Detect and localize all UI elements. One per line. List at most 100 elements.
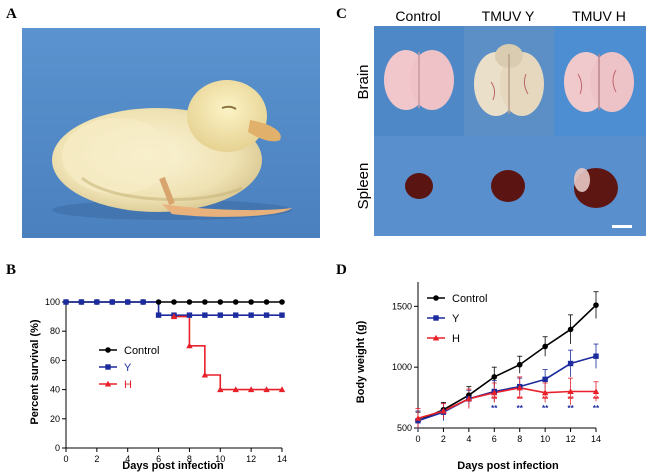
survival-point-h bbox=[232, 386, 239, 393]
body-weight-legend-marker-h bbox=[432, 334, 440, 341]
survival-point-y bbox=[63, 299, 69, 305]
survival-point-control bbox=[248, 299, 254, 305]
panel-letter-c: C bbox=[336, 6, 347, 22]
survival-point-y bbox=[140, 299, 146, 305]
survival-y-tick-label: 20 bbox=[50, 414, 60, 424]
survival-y-tick-label: 100 bbox=[45, 297, 60, 307]
significance-label: ** bbox=[491, 395, 498, 404]
body-weight-point-h bbox=[541, 389, 549, 396]
duckling-photo bbox=[22, 28, 320, 238]
body-weight-y-axis-label: Body weight (g) bbox=[355, 320, 367, 403]
survival-point-control bbox=[232, 299, 239, 305]
survival-y-axis-label: Percent survival (%) bbox=[29, 319, 41, 424]
body-weight-point-y bbox=[542, 376, 548, 383]
body-weight-x-tick-label: 6 bbox=[492, 434, 497, 444]
body-weight-y-tick-label: 500 bbox=[397, 423, 412, 433]
row-label-spleen: Spleen bbox=[355, 163, 372, 210]
survival-point-control bbox=[217, 299, 224, 305]
survival-y-tick-label: 40 bbox=[50, 385, 60, 395]
survival-point-y bbox=[94, 299, 100, 305]
significance-label: ** bbox=[567, 404, 574, 413]
survival-legend-label-y: Y bbox=[124, 362, 132, 374]
survival-point-y bbox=[217, 312, 223, 318]
significance-label: ** bbox=[517, 404, 524, 413]
spleen-control bbox=[405, 173, 433, 199]
brain-control bbox=[384, 50, 454, 110]
survival-point-y bbox=[155, 312, 162, 318]
body-weight-x-tick-label: 12 bbox=[566, 434, 576, 444]
survival-x-tick-label: 4 bbox=[125, 454, 130, 464]
survival-x-tick-label: 2 bbox=[94, 454, 99, 464]
survival-legend-label-control: Control bbox=[124, 345, 159, 357]
survival-point-y bbox=[263, 312, 270, 318]
column-label-tmuv-y: TMUV Y bbox=[482, 8, 535, 24]
survival-legend-marker-control bbox=[105, 347, 111, 353]
survival-point-control bbox=[171, 299, 177, 305]
body-weight-legend-marker-control bbox=[433, 295, 439, 301]
body-weight-legend: Control YH bbox=[427, 293, 487, 345]
survival-point-h bbox=[263, 386, 270, 393]
survival-point-h bbox=[247, 386, 255, 393]
survival-point-y bbox=[186, 312, 193, 318]
survival-point-y bbox=[78, 299, 85, 305]
survival-legend: Control YH bbox=[99, 345, 159, 391]
body-weight-x-tick-label: 8 bbox=[517, 434, 522, 444]
body-weight-legend-label-h: H bbox=[452, 333, 460, 345]
body-weight-point-control bbox=[491, 374, 498, 380]
body-weight-legend-marker-y bbox=[433, 315, 439, 321]
significance-label: ** bbox=[593, 395, 600, 404]
body-weight-y-tick-label: 1500 bbox=[392, 301, 412, 311]
body-weight-point-h bbox=[491, 389, 498, 396]
significance-label: ** bbox=[567, 395, 574, 404]
panel-letter-d: D bbox=[336, 262, 347, 278]
panel-letter-a: A bbox=[6, 6, 17, 22]
brain-tmuv-y bbox=[474, 44, 544, 116]
survival-x-tick-label: 6 bbox=[156, 454, 161, 464]
body-weight-legend-label-y: Y bbox=[452, 313, 460, 325]
survival-x-tick-label: 8 bbox=[187, 454, 192, 464]
body-weight-point-control bbox=[542, 343, 548, 350]
survival-y-tick-label: 60 bbox=[50, 355, 60, 365]
survival-point-h bbox=[278, 386, 286, 393]
survival-point-y bbox=[202, 312, 208, 318]
survival-point-h bbox=[201, 371, 209, 378]
survival-point-h bbox=[186, 342, 193, 349]
body-weight-line-y bbox=[417, 355, 597, 422]
survival-point-h bbox=[170, 313, 178, 320]
body-weight-point-control bbox=[593, 302, 599, 308]
body-weight-point-control bbox=[516, 361, 523, 368]
survival-line-h bbox=[174, 315, 282, 391]
survival-legend-label-h: H bbox=[124, 379, 132, 391]
significance-label: ** bbox=[542, 395, 549, 404]
body-weight-x-tick-label: 2 bbox=[441, 434, 446, 444]
panel-letter-b: B bbox=[6, 262, 17, 278]
spleen-tmuv-y bbox=[491, 170, 525, 202]
survival-legend-marker-h bbox=[104, 380, 112, 387]
body-weight-x-tick-label: 10 bbox=[540, 434, 550, 444]
body-weight-point-h bbox=[567, 388, 574, 394]
body-weight-point-h bbox=[440, 407, 447, 414]
survival-point-h bbox=[217, 386, 224, 393]
body-weight-line-control bbox=[417, 304, 597, 422]
body-weight-x-tick-label: 14 bbox=[591, 434, 601, 444]
body-weight-x-axis-label: Days post infection bbox=[457, 460, 559, 472]
significance-label: ** bbox=[491, 404, 498, 413]
survival-point-y bbox=[233, 312, 239, 318]
survival-x-axis-label: Days post infection bbox=[122, 460, 224, 472]
scale-bar bbox=[612, 225, 632, 228]
body-weight-point-h bbox=[465, 395, 473, 402]
body-weight-line-h bbox=[417, 387, 596, 420]
survival-x-tick-label: 0 bbox=[63, 454, 68, 464]
organ-photo-grid: Control TMUV Y TMUV H Brain Spleen bbox=[346, 4, 646, 236]
survival-point-y bbox=[279, 312, 285, 318]
significance-label: ** bbox=[517, 395, 524, 404]
survival-chart: 0 2 4 6 8 10 12 14 0 20 40 60 80 100 Control YH Days p… bbox=[29, 297, 287, 472]
body-weight-legend-label-control: Control bbox=[452, 293, 487, 305]
column-label-control: Control bbox=[395, 8, 440, 24]
body-weight-point-y bbox=[567, 360, 574, 367]
survival-point-y bbox=[248, 312, 254, 318]
significance-label: ** bbox=[593, 404, 600, 413]
survival-x-tick-label: 12 bbox=[246, 454, 256, 464]
body-weight-point-h bbox=[414, 414, 422, 421]
